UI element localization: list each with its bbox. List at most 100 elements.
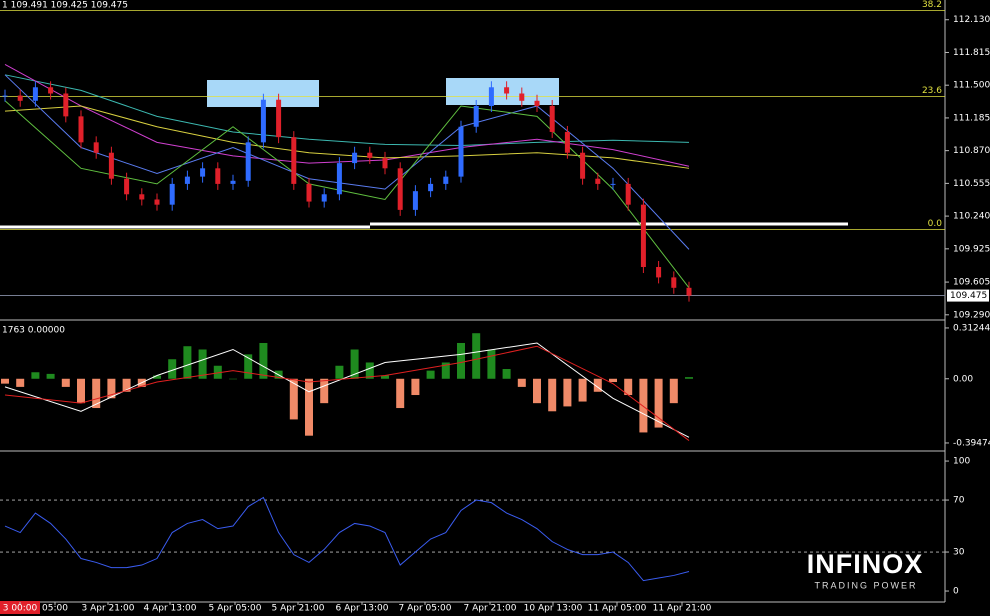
candle-body [200, 168, 206, 177]
x-tick-label: 7 Apr 05:00 [399, 604, 452, 614]
candle-body [580, 152, 586, 179]
candle-body [519, 93, 525, 101]
macd-line [4, 342, 690, 438]
x-tick-label: 7 Apr 21:00 [464, 604, 517, 614]
price-header: 1 109.491 109.425 109.475 [2, 1, 128, 11]
y-tick-label: 0.00 [953, 374, 973, 384]
candle-body [640, 204, 646, 268]
macd-bar [198, 349, 207, 379]
macd-bar [411, 378, 420, 396]
macd-bar [1, 378, 9, 384]
x-tick-label: 10 Apr 13:00 [524, 604, 583, 614]
candle-body [93, 142, 99, 153]
current-price-label: 109.475 [950, 291, 987, 301]
candle-body [397, 168, 403, 210]
candle-body [610, 183, 616, 185]
macd-line [4, 345, 690, 441]
macd-bar [669, 378, 678, 404]
candle-body [412, 191, 418, 210]
x-label-highlight [0, 601, 40, 614]
y-tick-label: 100 [953, 457, 970, 467]
candle-body [488, 87, 494, 106]
moving-average [4, 74, 690, 250]
candle-body [625, 183, 631, 205]
macd-bar [563, 378, 572, 407]
current-price-box [947, 289, 989, 302]
x-tick-label: 4 Apr 13:00 [144, 604, 197, 614]
macd-bar [502, 369, 511, 379]
macd-bar [457, 342, 465, 379]
moving-average [4, 63, 690, 167]
macd-bar [441, 362, 450, 379]
macd-bar [426, 370, 435, 379]
macd-bar [153, 375, 161, 379]
fib-label: 0.0 [928, 219, 943, 229]
macd-bar [183, 346, 192, 379]
candle-body [656, 267, 662, 278]
candle-body [534, 100, 540, 106]
macd-bar [92, 378, 101, 409]
y-tick-label: 111.185 [953, 113, 990, 123]
candle-body [139, 194, 145, 200]
macd-bar [639, 378, 648, 433]
x-tick-label: 05:00 [42, 604, 68, 614]
candle-body [352, 152, 358, 164]
macd-bar [654, 378, 663, 428]
macd-bar [533, 378, 541, 404]
macd-bar [229, 378, 237, 380]
y-tick-label: 109.290 [953, 310, 990, 320]
y-tick-label: 110.555 [953, 179, 990, 189]
candle-body [291, 137, 297, 184]
macd-bar [77, 378, 85, 404]
macd-bar [685, 377, 693, 379]
candle-body [17, 95, 23, 101]
logo-tagline: TRADING POWER [814, 580, 917, 590]
candle-body [595, 178, 601, 184]
moving-average [4, 100, 690, 289]
macd-bar [517, 378, 526, 387]
fib-label: 23.6 [922, 86, 942, 96]
macd-bar [472, 333, 481, 379]
logo-name: INFINOX [807, 549, 924, 579]
fib-label: 38.2 [922, 0, 942, 10]
candle-body [32, 87, 38, 101]
candle-body [549, 105, 555, 132]
macd-bar [396, 378, 405, 409]
macd-bar [487, 349, 496, 379]
x-tick-label: 3 Apr 21:00 [82, 604, 135, 614]
candle-body [671, 277, 677, 288]
moving-average [4, 105, 690, 169]
candle-body [215, 168, 221, 184]
macd-bar [350, 349, 359, 379]
y-tick-label: 110.240 [953, 212, 990, 222]
candle-body [260, 99, 266, 143]
macd-header: 1763 0.00000 [2, 326, 65, 336]
y-tick-label: 109.605 [953, 278, 990, 288]
macd-bar [259, 342, 268, 379]
macd-bar [609, 378, 617, 383]
macd-bar [16, 378, 25, 387]
x-tick-label: 11 Apr 05:00 [588, 604, 647, 614]
macd-bar [335, 365, 344, 379]
y-tick-label: 109.925 [953, 244, 990, 254]
moving-average [4, 74, 690, 146]
macd-bar [381, 375, 389, 379]
x-tick-label: 3 00:00 [3, 604, 38, 614]
macd-bar [122, 378, 131, 392]
candle-body [458, 126, 464, 177]
candle-body [78, 116, 84, 143]
macd-bar [365, 362, 374, 379]
macd-bar [244, 354, 253, 379]
candle-body [245, 142, 251, 181]
y-tick-label: -0.39474 [953, 438, 990, 448]
macd-bar [107, 378, 116, 399]
macd-bar [168, 359, 177, 379]
macd-bar [31, 372, 40, 379]
candle-body [473, 105, 479, 127]
candle-body [686, 287, 692, 296]
candle-body [276, 99, 282, 138]
resistance-zone [446, 78, 559, 105]
macd-bar [320, 378, 329, 404]
candle-body [428, 183, 434, 192]
candle-body [367, 152, 373, 158]
